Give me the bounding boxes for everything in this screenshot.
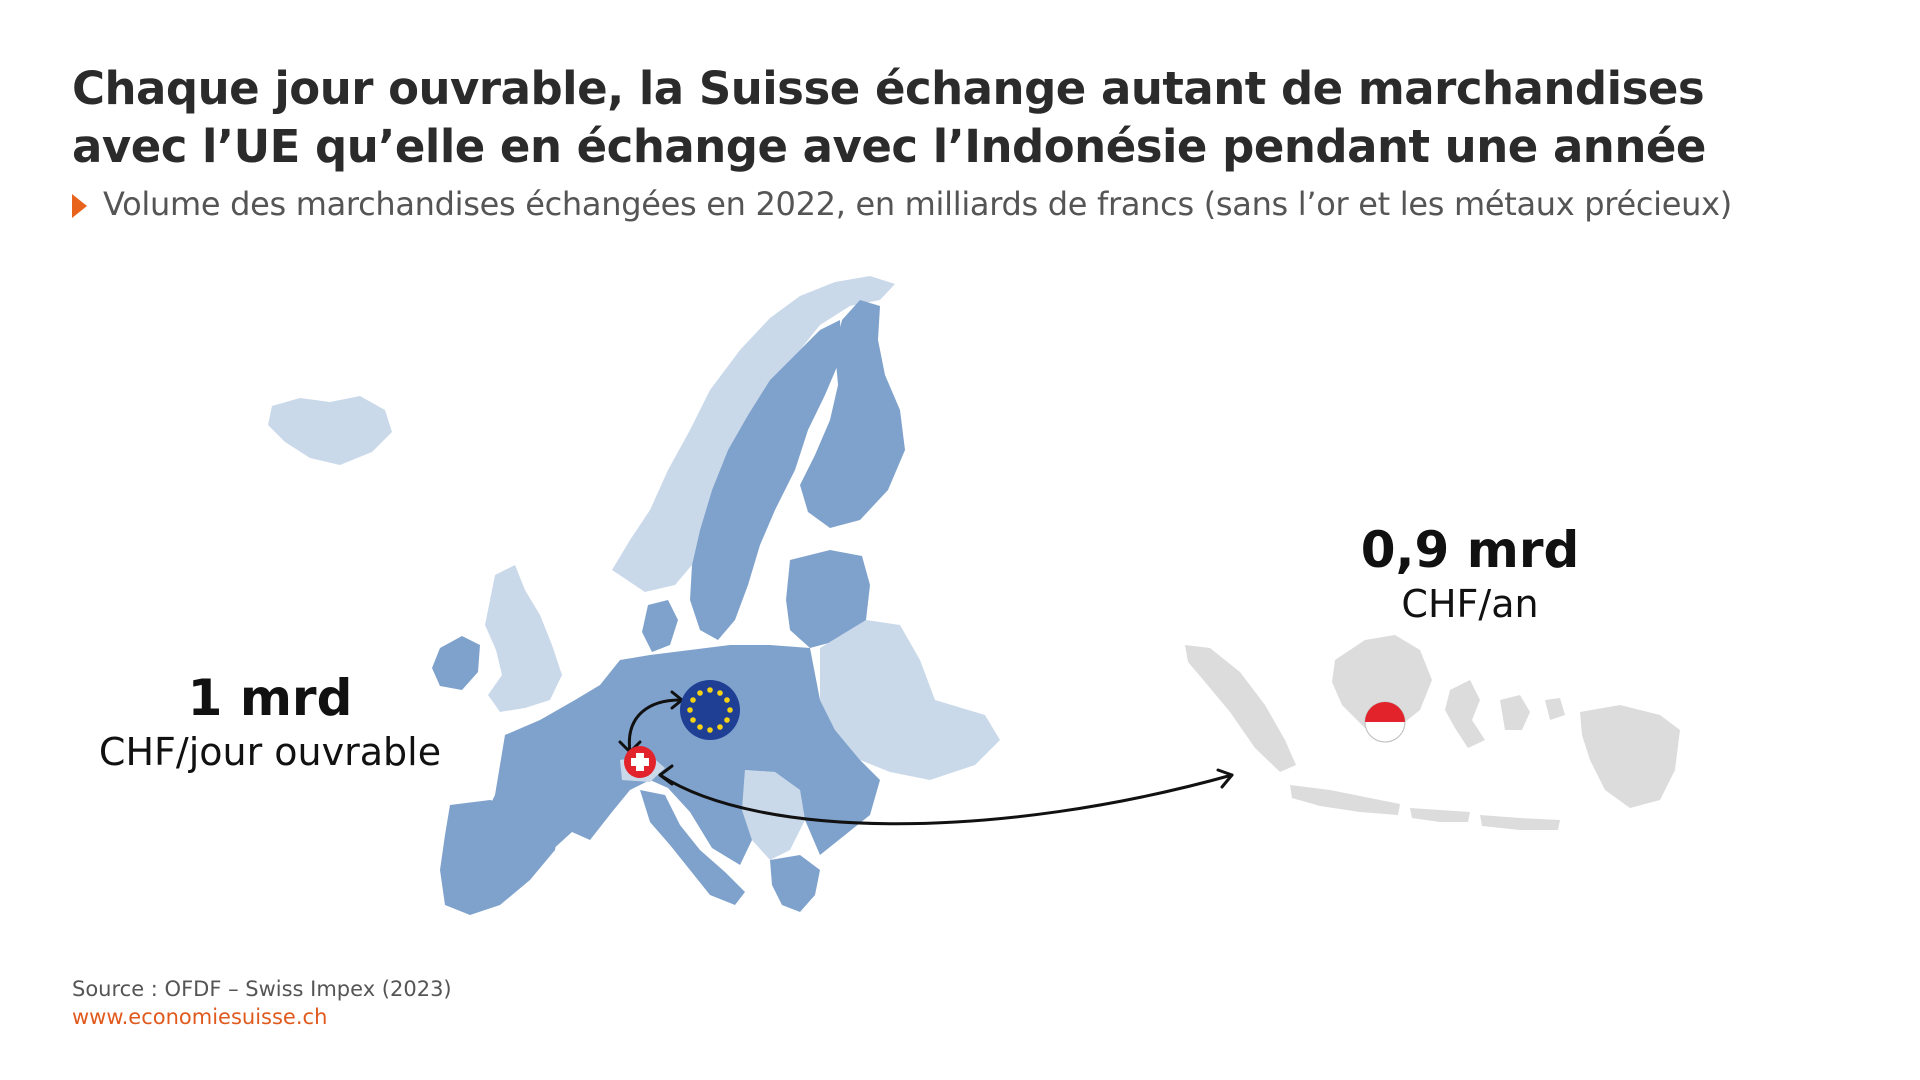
sweden [690, 320, 842, 640]
greece [770, 855, 820, 912]
iceland [268, 396, 392, 465]
page-subtitle: Volume des marchandises échangées en 202… [72, 182, 1872, 226]
source-url[interactable]: www.economiesuisse.ch [72, 1005, 328, 1029]
eastern-non-eu [820, 620, 1000, 780]
eu-trade-label: 1 mrd CHF/jour ouvrable [70, 668, 470, 776]
eu-flag-icon [680, 680, 740, 740]
eu-trade-value: 1 mrd [187, 669, 353, 727]
united-kingdom [485, 565, 562, 712]
indonesia-map [1185, 635, 1680, 830]
swiss-flag-icon [624, 746, 656, 778]
subtitle-text: Volume des marchandises échangées en 202… [103, 185, 1732, 223]
indonesia-trade-value: 0,9 mrd [1360, 521, 1580, 579]
indonesia-trade-unit: CHF/an [1401, 582, 1539, 626]
bullet-triangle-icon [72, 194, 87, 218]
eu-trade-unit: CHF/jour ouvrable [98, 730, 442, 774]
eu-mainland [480, 645, 880, 865]
iberia [440, 800, 560, 915]
denmark [642, 600, 678, 652]
italy [640, 790, 745, 905]
page-title: Chaque jour ouvrable, la Suisse échange … [72, 62, 1706, 173]
finland [800, 300, 905, 528]
baltics [786, 550, 870, 648]
norway [612, 276, 895, 592]
source-note: Source : OFDF – Swiss Impex (2023) [72, 977, 452, 1001]
ireland [432, 636, 480, 690]
indonesia-flag-icon [1364, 701, 1406, 743]
indonesia-trade-label: 0,9 mrd CHF/an [1280, 520, 1660, 628]
